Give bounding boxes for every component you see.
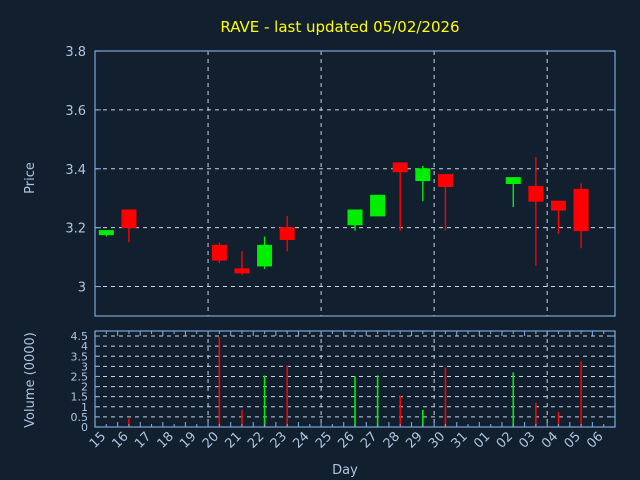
- price-y-tick-labels: 3.8 3.6 3.4 3.2 3: [65, 45, 86, 296]
- volume-y-tick-label: 0.5: [71, 411, 89, 424]
- candlestick-series: [98, 157, 589, 275]
- volume-y-tick-labels: 4.543.532.521.510.50: [71, 330, 89, 434]
- candle-down-body: [121, 209, 137, 229]
- volume-y-tick-label: 3: [81, 360, 88, 373]
- volume-y-tick-label: 0: [81, 421, 88, 434]
- volume-y-tick-label: 1: [81, 401, 88, 414]
- price-axis-label: Price: [23, 162, 38, 194]
- price-y-tick-label: 3.2: [65, 222, 86, 237]
- volume-y-tick-label: 1.5: [71, 391, 89, 404]
- candle-down-body: [528, 185, 544, 202]
- candle-down-body: [550, 200, 566, 211]
- x-axis-tick-marks: [94, 331, 616, 427]
- candle-down-body: [211, 244, 227, 261]
- candle-down-body: [392, 162, 408, 173]
- candle-up-body: [415, 168, 431, 182]
- candle-down-body: [573, 188, 589, 232]
- x-axis-tick-labels: 15 16 17 18 19 20 21 22 23 24 25 26 27 28 29 30 31 01 02 03…: [87, 429, 607, 451]
- volume-axis-label: Volume (0000): [23, 332, 38, 428]
- volume-series: [128, 337, 582, 427]
- candle-down-body: [437, 174, 453, 187]
- chart-title: RAVE - last updated 05/02/2026: [220, 18, 459, 36]
- volume-vertical-gridlines: [207, 331, 548, 427]
- candle-up-body: [347, 209, 363, 226]
- volume-y-tick-label: 3.5: [71, 350, 89, 363]
- price-y-tick-label: 3.8: [65, 45, 86, 60]
- price-y-tick-label: 3: [78, 281, 86, 296]
- candle-up-body: [370, 194, 386, 217]
- price-plot-frame: [94, 50, 616, 317]
- candle-up-body: [98, 230, 114, 236]
- candle-up-body: [257, 244, 273, 267]
- candle-down-body: [234, 268, 250, 274]
- price-y-tick-label: 3.6: [65, 104, 86, 119]
- day-axis-label: Day: [332, 463, 358, 478]
- volume-y-tick-label: 2.5: [71, 370, 89, 383]
- volume-y-tick-label: 4.5: [71, 330, 89, 343]
- volume-y-tick-label: 2: [81, 381, 88, 394]
- price-y-tick-label: 3.4: [65, 163, 86, 178]
- volume-y-tick-label: 4: [81, 340, 88, 353]
- candle-up-body: [505, 177, 521, 185]
- candle-down-body: [279, 227, 295, 240]
